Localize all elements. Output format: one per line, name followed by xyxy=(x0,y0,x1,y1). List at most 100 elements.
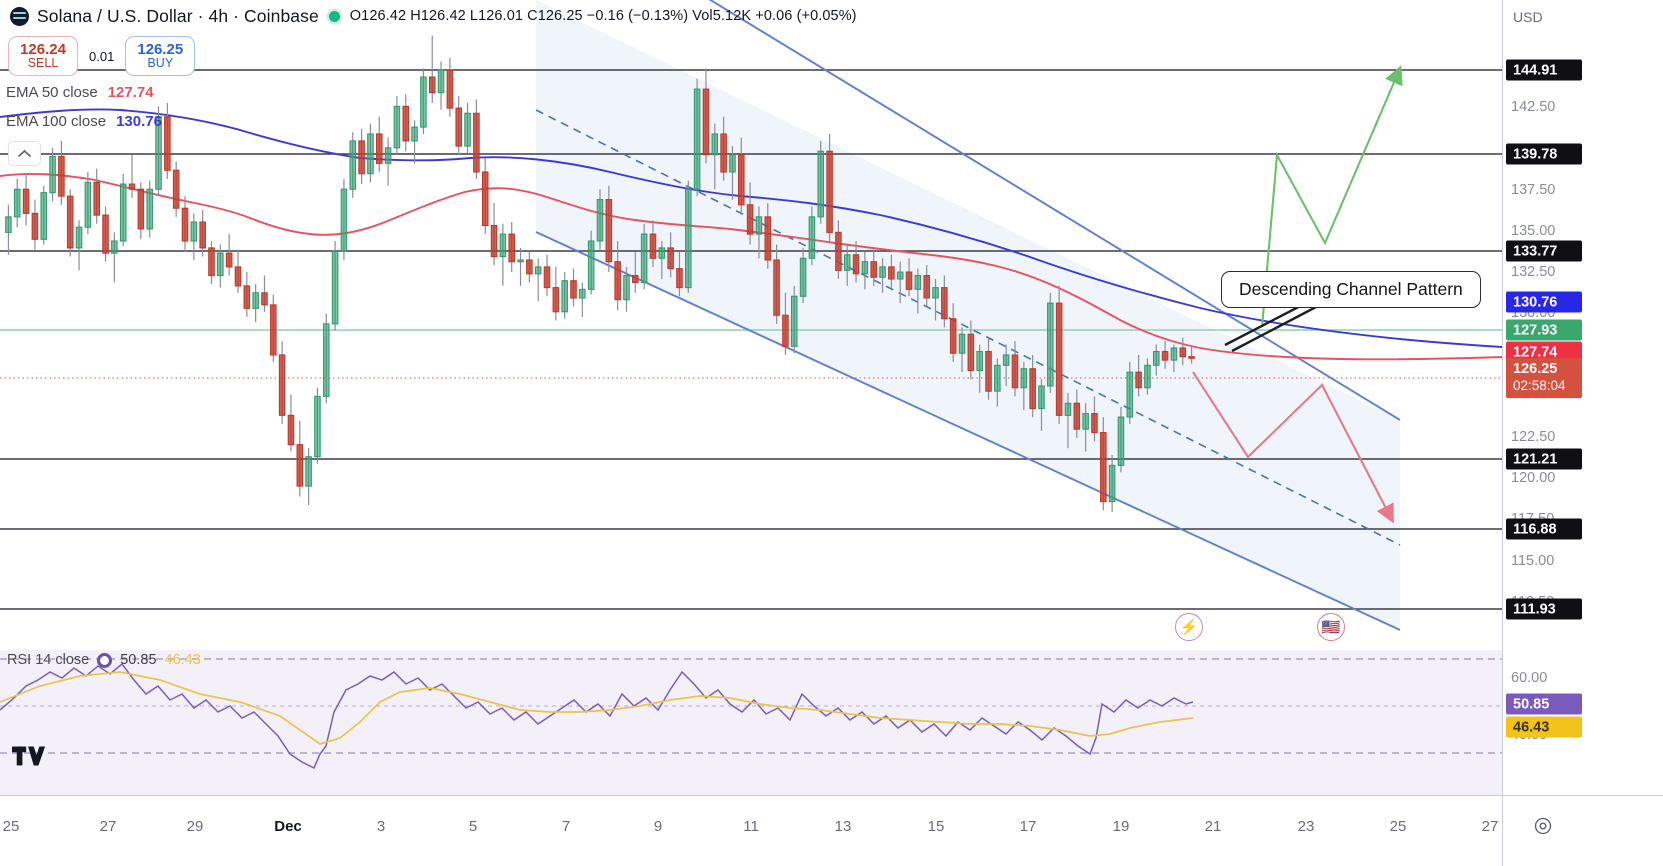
candle-body xyxy=(58,155,65,197)
symbol-title[interactable]: Solana / U.S. Dollar · 4h · Coinbase xyxy=(37,5,319,26)
time-axis[interactable]: 25 27 29 Dec 3 5 7 9 11 13 15 17 19 21 23 25 27 xyxy=(0,795,1663,866)
time-tick: 15 xyxy=(927,818,945,835)
price-tick: 122.50 xyxy=(1511,429,1556,445)
time-tick: 7 xyxy=(561,818,571,835)
candle-body xyxy=(128,183,136,190)
earnings-marker[interactable]: ⚡ xyxy=(1175,613,1203,641)
price-level-pill[interactable]: 116.88 xyxy=(1506,518,1582,540)
price-axis[interactable]: USD 142.50 137.50 135.00 132.50 130.00 122.50… xyxy=(1502,0,1663,795)
candle-body xyxy=(861,261,869,275)
price-level-pill[interactable]: 46.43 xyxy=(1506,716,1582,738)
ema100-value: 130.76 xyxy=(116,113,162,130)
descending-channel-shading xyxy=(536,0,1400,630)
sell-button[interactable]: 126.24 SELL xyxy=(8,36,78,76)
rsi-value: 50.85 xyxy=(120,652,157,668)
price-pane[interactable] xyxy=(0,0,1502,648)
candle-body xyxy=(1117,416,1125,466)
candle-body xyxy=(649,233,657,259)
candle-body xyxy=(879,266,886,278)
candle-body xyxy=(384,147,392,164)
time-tick: 3 xyxy=(376,818,386,835)
price-level-pill[interactable]: 127.74 xyxy=(1506,341,1582,363)
bearish-forecast-path xyxy=(1192,371,1394,524)
candle-body xyxy=(358,140,365,175)
candle-body xyxy=(958,333,966,354)
price-tick: 135.00 xyxy=(1511,223,1556,239)
candle-body xyxy=(623,274,630,301)
candle-body xyxy=(782,314,789,347)
current-price-value: 126.25 xyxy=(1513,360,1558,377)
gear-icon[interactable] xyxy=(1533,816,1553,836)
candle-body xyxy=(1073,402,1081,430)
rsi-settings-icon[interactable] xyxy=(97,652,113,668)
price-level-pill[interactable]: 121.21 xyxy=(1506,448,1582,470)
candle-body xyxy=(1108,464,1116,503)
buy-sell-widget[interactable]: 126.24 SELL 0.01 126.25 BUY xyxy=(8,36,196,76)
price-tick: 132.50 xyxy=(1511,264,1556,280)
candle-body xyxy=(905,271,913,290)
time-tick: 19 xyxy=(1112,818,1130,835)
candle-body xyxy=(402,105,410,142)
candle-body xyxy=(119,183,127,242)
price-level-pill[interactable]: 144.91 xyxy=(1506,59,1582,81)
buy-button[interactable]: 126.25 BUY xyxy=(125,36,196,76)
economic-event-marker[interactable]: 🇺🇸 xyxy=(1317,613,1345,641)
candle-body xyxy=(640,233,648,283)
rsi-ma-value: 46.43 xyxy=(164,652,201,668)
candle-body xyxy=(994,364,1001,392)
lightning-icon: ⚡ xyxy=(1179,619,1199,636)
candle-body xyxy=(693,88,701,190)
candle-body xyxy=(746,204,754,235)
ema50-legend[interactable]: EMA 50 close 127.74 xyxy=(6,84,154,101)
candle-body xyxy=(22,188,30,214)
candle-body xyxy=(923,274,930,299)
bullish-forecast-path xyxy=(1260,65,1403,328)
rsi-pane[interactable] xyxy=(0,650,1502,795)
tradingview-logo-icon xyxy=(12,746,46,766)
ema100-legend[interactable]: EMA 100 close 130.76 xyxy=(6,113,162,130)
candle-body xyxy=(393,105,401,149)
rsi-line xyxy=(0,662,1194,770)
candle-body xyxy=(614,261,621,301)
candle-body xyxy=(941,287,948,320)
candle-body xyxy=(270,304,277,356)
price-level-pill[interactable]: 133.77 xyxy=(1506,240,1582,262)
candle-body xyxy=(587,240,595,290)
candle-body xyxy=(1091,413,1098,434)
pattern-annotation-text: Descending Channel Pattern xyxy=(1239,279,1463,299)
candle-body xyxy=(667,247,674,270)
candle-body xyxy=(870,261,878,278)
candle-body xyxy=(190,221,198,242)
ema50-value: 127.74 xyxy=(107,84,154,101)
time-tick: 9 xyxy=(653,818,663,835)
candle-body xyxy=(1020,368,1028,389)
candle-body xyxy=(896,271,904,280)
price-level-pill[interactable]: 111.93 xyxy=(1506,598,1582,620)
candle-body xyxy=(305,456,312,487)
price-level-pill[interactable]: 127.93 xyxy=(1506,319,1582,341)
candle-body xyxy=(596,199,604,242)
candle-body xyxy=(252,292,259,309)
ema50-label: EMA 50 close xyxy=(6,84,98,101)
sell-label: SELL xyxy=(27,56,59,71)
chevron-up-icon[interactable] xyxy=(8,141,41,166)
candle-body xyxy=(217,252,224,277)
candle-body xyxy=(181,207,189,242)
current-price-pill[interactable]: 126.25 02:58:04 xyxy=(1506,358,1582,398)
ema100-line xyxy=(0,108,1502,348)
candle-body xyxy=(208,247,215,277)
price-tick: 137.50 xyxy=(1511,182,1556,198)
candle-body xyxy=(1064,402,1072,416)
candle-body xyxy=(1161,350,1169,361)
candle-body xyxy=(111,240,118,254)
price-level-pill[interactable]: 139.78 xyxy=(1506,143,1582,165)
price-level-pill[interactable]: 50.85 xyxy=(1506,693,1582,715)
candle-body xyxy=(685,188,692,289)
candle-body xyxy=(84,181,92,228)
candle-body xyxy=(729,154,736,173)
live-dot-icon xyxy=(328,10,340,22)
pattern-annotation[interactable]: Descending Channel Pattern xyxy=(1221,271,1481,308)
price-level-pill[interactable]: 130.76 xyxy=(1506,291,1582,313)
candle-body xyxy=(914,274,922,290)
rsi-legend[interactable]: RSI 14 close 50.85 46.43 xyxy=(7,652,201,668)
